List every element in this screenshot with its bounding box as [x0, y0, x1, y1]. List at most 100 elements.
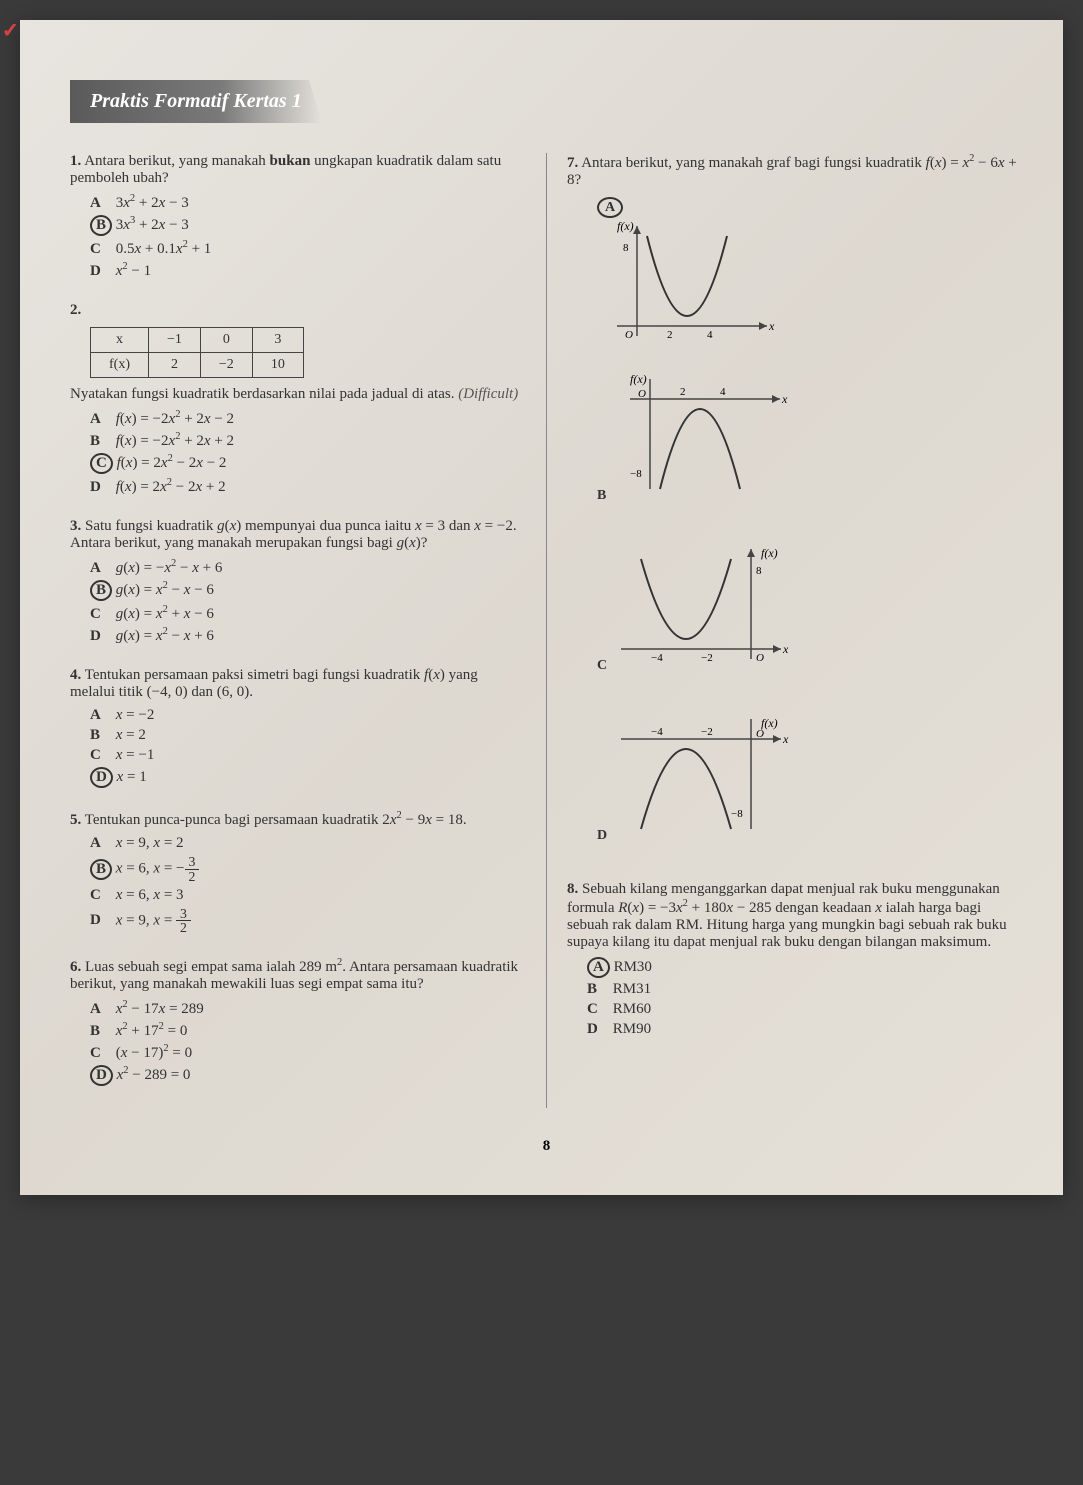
question-3: ✓ 3. Satu fungsi kuadratik g(x) mempunya… — [70, 518, 526, 645]
parabola-a-svg: x f(x) O 2 4 8 — [597, 216, 777, 346]
q5-option-c: C x = 6, x = 3 — [90, 887, 526, 904]
q4-text: Tentukan persamaan paksi simetri bagi fu… — [70, 667, 478, 700]
q8-option-a: A RM30 — [587, 957, 1023, 978]
q3-number: 3. — [70, 518, 81, 534]
section-header: Praktis Formatif Kertas 1 — [70, 80, 322, 123]
q5-options: A x = 9, x = 2 B x = 6, x = −32 C x = 6,… — [90, 835, 526, 935]
svg-text:−8: −8 — [630, 468, 642, 480]
parabola-c-svg: x f(x) O −4 −2 8 — [611, 539, 791, 669]
question-6: ✓ 6. Luas sebuah segi empat sama ialah 2… — [70, 957, 526, 1086]
q2-options: A f(x) = −2x2 + 2x − 2 B f(x) = −2x2 + 2… — [90, 409, 526, 496]
table-cell: 2 — [149, 353, 201, 378]
svg-text:8: 8 — [756, 565, 762, 577]
question-4: ✓ 4. Tentukan persamaan paksi simetri ba… — [70, 667, 526, 788]
q1-option-d: D x2 − 1 — [90, 261, 526, 280]
q1-option-b: B 3x3 + 2x − 3 — [90, 215, 526, 236]
svg-text:x: x — [781, 392, 788, 406]
q6-option-a: A x2 − 17x = 289 — [90, 999, 526, 1018]
q8-text: Sebuah kilang menganggarkan dapat menjua… — [567, 881, 1007, 950]
q1-number: 1. — [70, 153, 81, 169]
q3-option-b: B g(x) = x2 − x − 6 — [90, 580, 526, 601]
svg-text:x: x — [782, 642, 789, 656]
question-8: ✓ 8. Sebuah kilang menganggarkan dapat m… — [567, 881, 1023, 1038]
q2-number: 2. — [70, 302, 81, 318]
table-cell: x — [91, 328, 149, 353]
table-cell: −1 — [149, 328, 201, 353]
q8-option-b: B RM31 — [587, 981, 1023, 998]
left-column: ✓ 1. Antara berikut, yang manakah bukan … — [70, 153, 526, 1108]
table-cell: 3 — [252, 328, 303, 353]
svg-text:−4: −4 — [651, 726, 663, 738]
q3-text: Satu fungsi kuadratik g(x) mempunyai dua… — [70, 518, 517, 551]
annotation-text: (Difficult) — [458, 386, 518, 402]
question-2: ✓ 2. x −1 0 3 f(x) 2 −2 10 — [70, 302, 526, 496]
q1-option-a: A 3x2 + 2x − 3 — [90, 193, 526, 212]
q4-number: 4. — [70, 667, 81, 683]
svg-text:8: 8 — [623, 242, 629, 254]
q8-option-c: C RM60 — [587, 1001, 1023, 1018]
q5-option-b: B x = 6, x = −32 — [90, 855, 526, 884]
q3-options: A g(x) = −x2 − x + 6 B g(x) = x2 − x − 6… — [90, 558, 526, 645]
question-1: ✓ 1. Antara berikut, yang manakah bukan … — [70, 153, 526, 280]
svg-text:x: x — [782, 732, 789, 746]
svg-text:x: x — [768, 319, 775, 333]
q4-option-b: B x = 2 — [90, 727, 526, 744]
right-column: ✓ 7. Antara berikut, yang manakah graf b… — [567, 153, 1023, 1108]
q4-option-d: D x = 1 — [90, 767, 526, 788]
q1-text: Antara berikut, yang manakah bukan ungka… — [70, 153, 501, 186]
table-cell: 10 — [252, 353, 303, 378]
svg-text:O: O — [638, 388, 646, 400]
q7-chart-b: B x f(x) O 2 4 −8 — [597, 369, 797, 519]
svg-text:f(x): f(x) — [617, 219, 634, 233]
q6-options: A x2 − 17x = 289 B x2 + 172 = 0 C (x − 1… — [90, 999, 526, 1086]
q4-option-a: A x = −2 — [90, 707, 526, 724]
q4-options: A x = −2 B x = 2 C x = −1 D x = 1 — [90, 707, 526, 788]
svg-text:f(x): f(x) — [761, 546, 778, 560]
q8-option-d: D RM90 — [587, 1021, 1023, 1038]
q7-chart-c: C x f(x) O −4 −2 8 — [597, 539, 797, 689]
svg-text:O: O — [756, 728, 764, 740]
q3-option-a: A g(x) = −x2 − x + 6 — [90, 558, 526, 577]
q1-options: A 3x2 + 2x − 3 B 3x3 + 2x − 3 C 0.5x + 0… — [90, 193, 526, 280]
q4-option-c: C x = −1 — [90, 747, 526, 764]
q7-text: Antara berikut, yang manakah graf bagi f… — [567, 155, 1017, 188]
check-icon: ✓ — [2, 18, 19, 43]
svg-text:O: O — [756, 652, 764, 664]
content-columns: ✓ 1. Antara berikut, yang manakah bukan … — [70, 153, 1023, 1108]
q6-text: Luas sebuah segi empat sama ialah 289 m2… — [70, 959, 518, 992]
svg-text:4: 4 — [707, 329, 713, 341]
q8-number: 8. — [567, 881, 578, 897]
parabola-b-svg: x f(x) O 2 4 −8 — [610, 369, 790, 499]
q7-chart-d: D x f(x) O −4 −2 −8 — [597, 709, 797, 859]
svg-text:4: 4 — [720, 386, 726, 398]
page-number: 8 — [70, 1138, 1023, 1155]
table-cell: −2 — [200, 353, 252, 378]
svg-text:2: 2 — [667, 329, 673, 341]
svg-text:f(x): f(x) — [630, 372, 647, 386]
q7-number: 7. — [567, 155, 578, 171]
q2-option-a: A f(x) = −2x2 + 2x − 2 — [90, 409, 526, 428]
q2-option-b: B f(x) = −2x2 + 2x + 2 — [90, 431, 526, 450]
svg-text:−2: −2 — [701, 726, 713, 738]
svg-text:−8: −8 — [731, 808, 743, 820]
svg-text:−2: −2 — [701, 652, 713, 664]
q6-number: 6. — [70, 959, 81, 975]
svg-text:O: O — [625, 329, 633, 341]
svg-text:−4: −4 — [651, 652, 663, 664]
q6-option-d: D x2 − 289 = 0 — [90, 1065, 526, 1086]
q2-option-d: D f(x) = 2x2 − 2x + 2 — [90, 477, 526, 496]
q3-option-d: D g(x) = x2 − x + 6 — [90, 626, 526, 645]
table-cell: 0 — [200, 328, 252, 353]
exam-page: Praktis Formatif Kertas 1 ✓ 1. Antara be… — [20, 20, 1063, 1195]
q8-options: A RM30 B RM31 C RM60 D RM90 — [587, 957, 1023, 1038]
q6-option-c: C (x − 17)2 = 0 — [90, 1043, 526, 1062]
q5-option-d: D x = 9, x = 32 — [90, 907, 526, 936]
table-cell: f(x) — [91, 353, 149, 378]
q5-option-a: A x = 9, x = 2 — [90, 835, 526, 852]
q1-option-c: C 0.5x + 0.1x2 + 1 — [90, 239, 526, 258]
q6-option-b: B x2 + 172 = 0 — [90, 1021, 526, 1040]
column-divider — [546, 153, 547, 1108]
q2-option-c: C f(x) = 2x2 − 2x − 2 — [90, 453, 526, 474]
question-5: ✓ 5. Tentukan punca-punca bagi persamaan… — [70, 810, 526, 935]
q7-chart-a: A x f(x) O 2 4 8 — [597, 199, 797, 349]
